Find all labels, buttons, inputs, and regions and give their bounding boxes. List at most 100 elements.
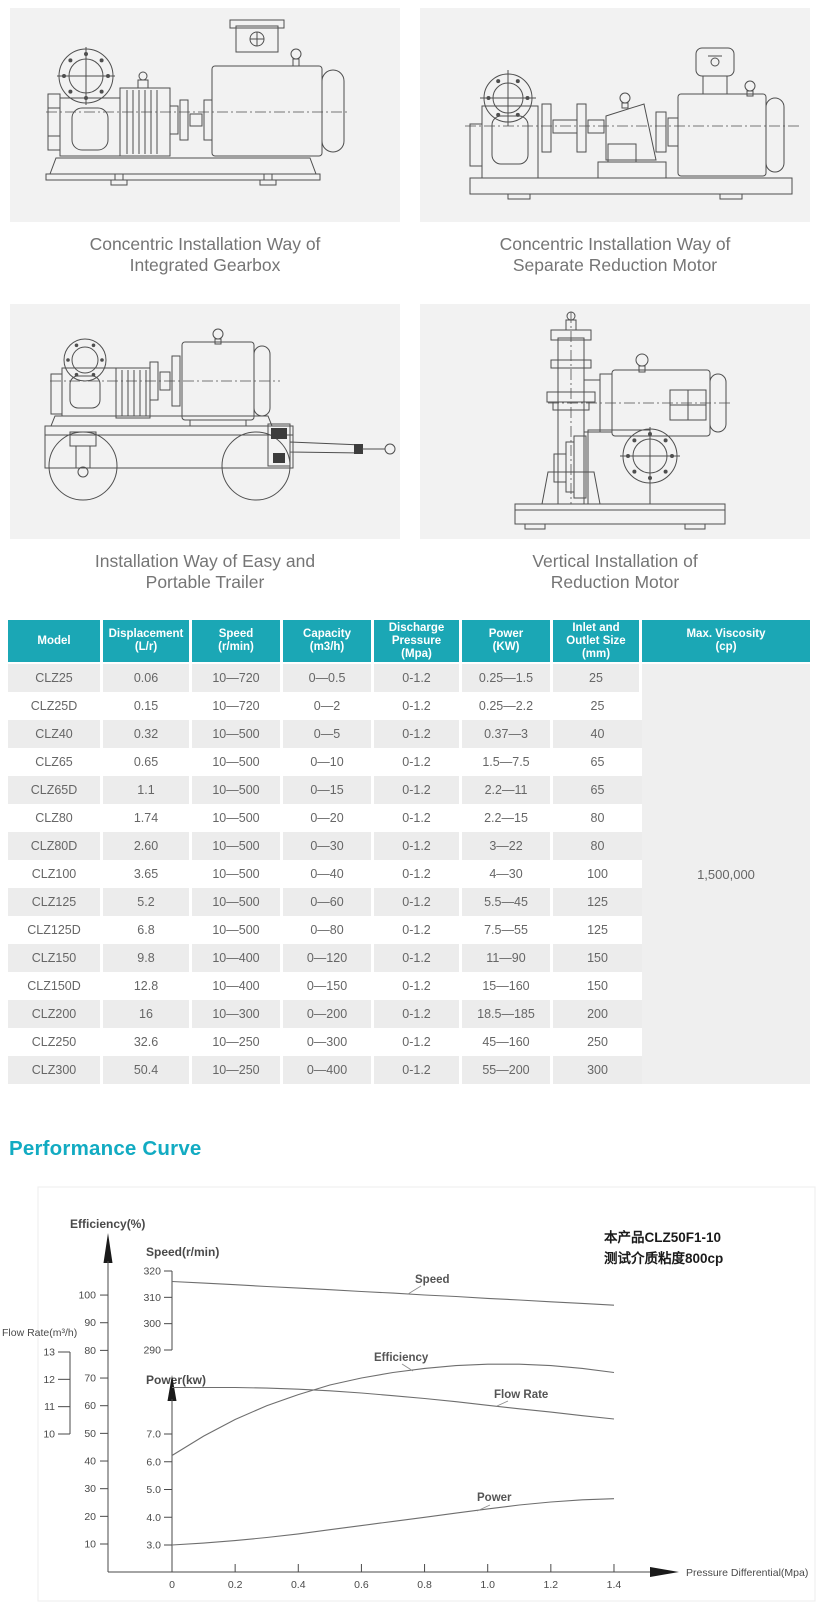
table-cell: 15—160 — [462, 972, 553, 1001]
table-row: CLZ65D 1.1 10—500 0—15 0-1.2 2.2—11 65 — [8, 776, 810, 805]
table-cell: 0-1.2 — [374, 888, 462, 917]
speed-tick: 320 — [143, 1266, 161, 1278]
table-cell: 0-1.2 — [374, 860, 462, 889]
power-tick: 3.0 — [146, 1540, 161, 1552]
table-cell: 0—20 — [283, 804, 374, 833]
caption-line: Portable Trailer — [145, 572, 265, 593]
table-row: CLZ150D 12.8 10—400 0—150 0-1.2 15—160 150 — [8, 972, 810, 1001]
table-cell: 0.37—3 — [462, 720, 553, 749]
table-row: CLZ300 50.4 10—250 0—400 0-1.2 55—200 300 — [8, 1056, 810, 1085]
column-header: Displacement (L/r) — [103, 620, 192, 665]
table-cell: 0.32 — [103, 720, 192, 749]
table-cell: CLZ150 — [8, 944, 103, 973]
table-cell: 0.15 — [103, 692, 192, 721]
column-header: Power (KW) — [462, 620, 553, 665]
table-cell: CLZ65 — [8, 748, 103, 777]
efficiency-tick: 40 — [84, 1456, 96, 1468]
curve-label-efficiency: Efficiency — [374, 1352, 429, 1364]
flow-tick: 12 — [43, 1374, 55, 1386]
flow-tick: 10 — [43, 1429, 55, 1441]
x-axis-arrow-icon — [650, 1567, 679, 1578]
efficiency-tick: 50 — [84, 1428, 96, 1440]
table-cell: 80 — [553, 832, 642, 861]
drawing-panel-separate-reduction-motor — [420, 8, 810, 222]
x-tick: 1.2 — [544, 1579, 559, 1591]
drawing-panel-integrated-gearbox — [10, 8, 400, 222]
table-row: CLZ65 0.65 10—500 0—10 0-1.2 1.5—7.5 65 — [8, 748, 810, 777]
column-header: Max. Viscosity (cp) — [642, 620, 810, 665]
efficiency-tick: 90 — [84, 1318, 96, 1330]
table-cell: 55—200 — [462, 1056, 553, 1085]
table-cell: 2.60 — [103, 832, 192, 861]
table-cell: 0-1.2 — [374, 916, 462, 945]
table-cell: 0.25—2.2 — [462, 692, 553, 721]
table-cell: 10—500 — [192, 748, 283, 777]
table-cell: CLZ65D — [8, 776, 103, 805]
table-cell: 3—22 — [462, 832, 553, 861]
table-cell: 10—250 — [192, 1028, 283, 1057]
table-cell: 100 — [553, 860, 642, 889]
table-row: CLZ150 9.8 10—400 0—120 0-1.2 11—90 150 — [8, 944, 810, 973]
table-cell: 10—500 — [192, 916, 283, 945]
x-tick: 0.6 — [354, 1579, 369, 1591]
pump-drawing-integrated-gearbox — [45, 19, 350, 186]
captions-row-2: Installation Way of Easy and Portable Tr… — [0, 551, 818, 594]
drawings-row-1 — [0, 0, 818, 222]
pump-drawing-separate-reduction-motor — [465, 47, 802, 200]
table-cell: 5.2 — [103, 888, 192, 917]
caption-portable-trailer: Installation Way of Easy and Portable Tr… — [10, 551, 400, 594]
table-row: CLZ80D 2.60 10—500 0—30 0-1.2 3—22 80 — [8, 832, 810, 861]
table-cell: 0-1.2 — [374, 1000, 462, 1029]
table-cell: 10—400 — [192, 944, 283, 973]
table-cell: 0—80 — [283, 916, 374, 945]
performance-chart: Efficiency(%)102030405060708090100Speed(… — [2, 1186, 816, 1602]
table-cell: 32.6 — [103, 1028, 192, 1057]
table-cell: 4—30 — [462, 860, 553, 889]
efficiency-tick: 20 — [84, 1511, 96, 1523]
table-cell: 40 — [553, 720, 642, 749]
table-row: CLZ250 32.6 10—250 0—300 0-1.2 45—160 250 — [8, 1028, 810, 1057]
speed-tick: 310 — [143, 1292, 161, 1304]
table-cell: 10—500 — [192, 860, 283, 889]
section-title: Performance Curve — [9, 1137, 202, 1161]
table-cell: 3.65 — [103, 860, 192, 889]
power-tick: 7.0 — [146, 1429, 161, 1441]
table-cell: CLZ125 — [8, 888, 103, 917]
table-cell: 2.2—11 — [462, 776, 553, 805]
chart-annotation-line: 本产品CLZ50F1-10 — [604, 1229, 721, 1245]
power-axis-label: Power(kw) — [146, 1373, 206, 1387]
table-cell: 0—150 — [283, 972, 374, 1001]
table-cell: CLZ200 — [8, 1000, 103, 1029]
table-cell: CLZ25 — [8, 664, 103, 693]
caption-line: Integrated Gearbox — [129, 255, 281, 276]
caption-integrated-gearbox: Concentric Installation Way of Integrate… — [10, 234, 400, 277]
x-axis-label: Pressure Differential(Mpa) — [686, 1567, 808, 1579]
table-cell: CLZ25D — [8, 692, 103, 721]
table-cell: 10—500 — [192, 720, 283, 749]
table-cell: 150 — [553, 972, 642, 1001]
table-row: CLZ80 1.74 10—500 0—20 0-1.2 2.2—15 80 — [8, 804, 810, 833]
table-cell: CLZ40 — [8, 720, 103, 749]
table-cell: 6.8 — [103, 916, 192, 945]
table-body: CLZ25 0.06 10—720 0—0.5 0-1.2 0.25—1.5 25 1,500… — [8, 664, 810, 1085]
table-cell: 0—10 — [283, 748, 374, 777]
table-cell: 9.8 — [103, 944, 192, 973]
table-cell: 80 — [553, 804, 642, 833]
efficiency-tick: 70 — [84, 1373, 96, 1385]
speed-tick: 290 — [143, 1345, 161, 1357]
curve-label-speed: Speed — [415, 1274, 450, 1286]
table-cell: CLZ250 — [8, 1028, 103, 1057]
table-cell: 0—120 — [283, 944, 374, 973]
table-cell: 0—5 — [283, 720, 374, 749]
table-cell: 25 — [553, 664, 642, 693]
table-cell: CLZ125D — [8, 916, 103, 945]
table-cell: 0—40 — [283, 860, 374, 889]
captions-row-1: Concentric Installation Way of Integrate… — [0, 234, 818, 277]
curve-label-flow-rate: Flow Rate — [494, 1389, 548, 1401]
table-cell: 1.1 — [103, 776, 192, 805]
table-cell: 10—500 — [192, 832, 283, 861]
curve-power — [171, 1498, 615, 1546]
caption-line: Concentric Installation Way of — [89, 234, 321, 254]
table-header-row: Model Displacement (L/r) Speed (r/min) Capaci… — [8, 620, 810, 665]
table-cell: CLZ80 — [8, 804, 103, 833]
